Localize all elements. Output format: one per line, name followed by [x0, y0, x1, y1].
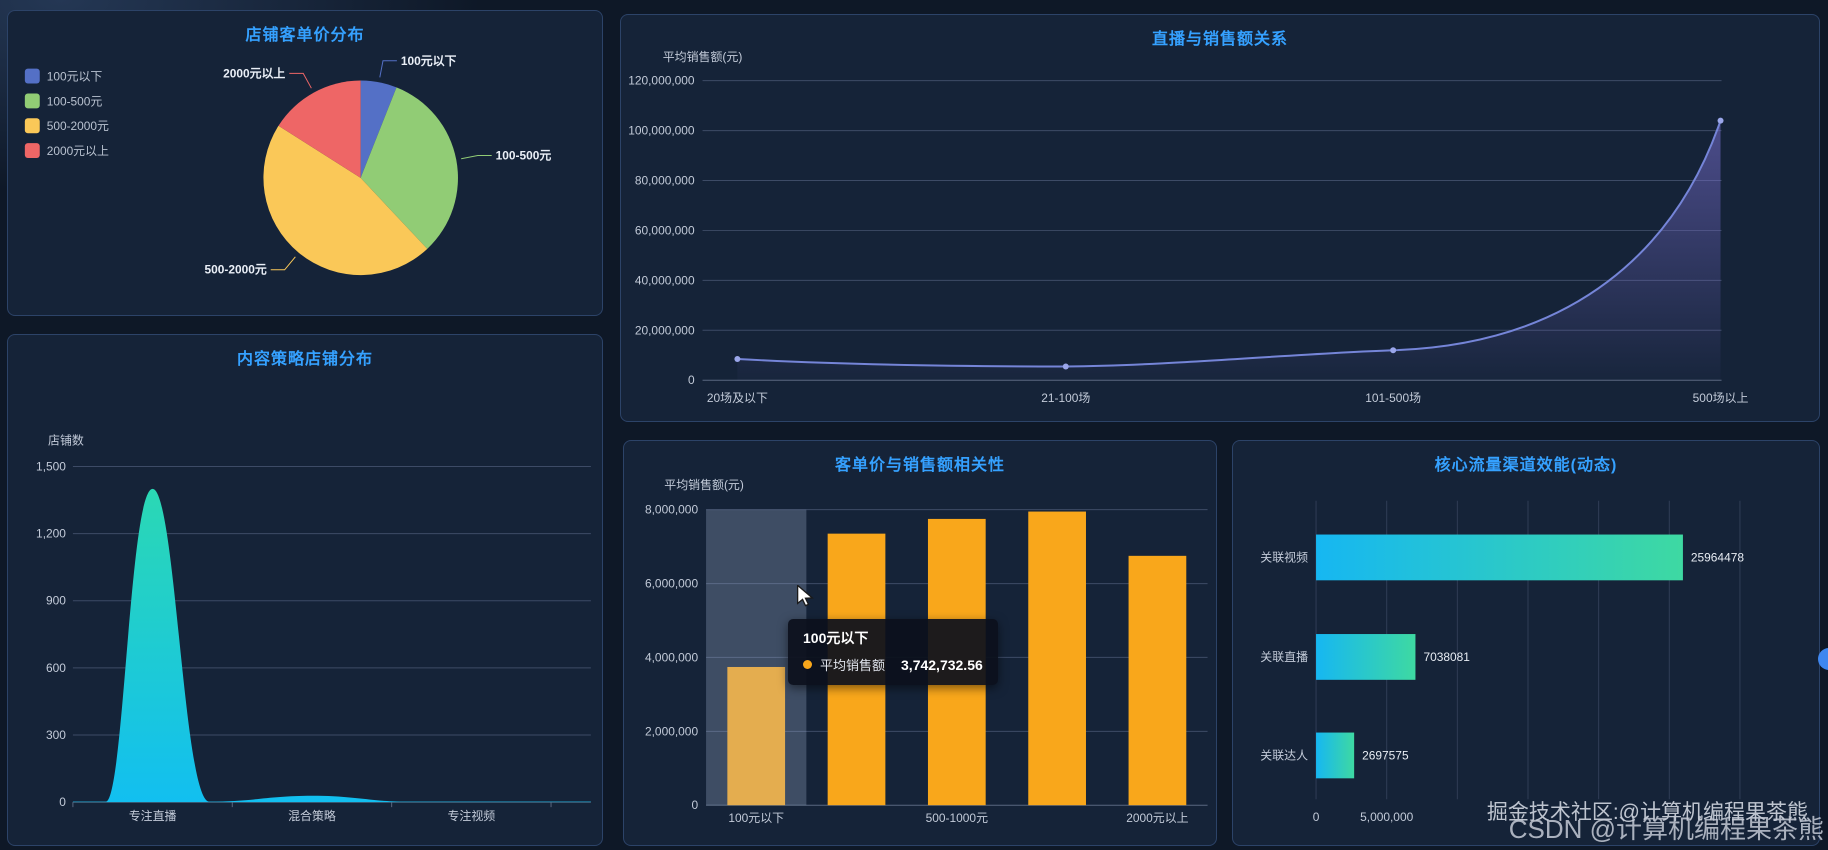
axis-label: 20,000,000: [635, 323, 695, 337]
hbar[interactable]: [1316, 534, 1683, 581]
axis-label: 2000元以上: [1126, 811, 1188, 825]
bar-value-label: 2697575: [1362, 748, 1409, 762]
edge-indicator-dot[interactable]: [1818, 648, 1828, 670]
legend-label[interactable]: 100元以下: [47, 70, 103, 84]
hbar-chart-area: 关联视频 25964478 关联直播 7038081 关联达人 2697575 0 5,000…: [1233, 441, 1819, 845]
panel-title-bar: 客单价与销售额相关性: [834, 457, 1005, 474]
category-label: 关联直播: [1260, 650, 1308, 664]
axis-label: 300: [46, 728, 66, 742]
mouse-cursor-icon: [796, 583, 815, 612]
pie-chart[interactable]: 100元以下 100-500元 500-2000元 2000元以上 100元以下 100-…: [8, 11, 602, 315]
panel-title-hbar: 核心流量渠道效能(动态): [1434, 457, 1618, 474]
axis-label: 0: [691, 798, 698, 812]
axis-label: 1,500: [36, 459, 66, 473]
panel-title-strategy: 内容策略店铺分布: [236, 351, 373, 368]
pie-slice[interactable]: [263, 125, 428, 276]
data-point[interactable]: [1062, 363, 1069, 370]
pie-label: 100元以下: [401, 54, 457, 68]
axis-label: 4,000,000: [645, 650, 698, 664]
line-series-path: [737, 120, 1722, 368]
pie-label-leader: [461, 155, 492, 160]
tooltip-title: 100元以下: [803, 630, 869, 646]
panel-title-pie: 店铺客单价分布: [245, 27, 365, 44]
axis-label: 专注直播: [129, 808, 177, 823]
strategy-chart-area: 店铺数 0 300 600 900 1,200 1,500 专注直播 混合策略 专注视频: [8, 335, 602, 845]
tooltip-series-name: 平均销售额: [820, 658, 886, 673]
panel-traffic-channels: 核心流量渠道效能(动态) 关联视频 25964478 关联直播 7038081 关联达人…: [1232, 440, 1820, 846]
axis-label: 101-500场: [1365, 391, 1421, 405]
axis-label: 混合策略: [288, 808, 336, 823]
panel-title-line: 直播与销售额关系: [1151, 31, 1288, 48]
legend-label[interactable]: 500-2000元: [47, 119, 109, 133]
hbar[interactable]: [1316, 634, 1416, 680]
legend-label[interactable]: 2000元以上: [47, 144, 109, 158]
category-label: 关联达人: [1260, 748, 1308, 762]
axis-label: 500-1000元: [926, 811, 988, 825]
bar[interactable]: [1128, 555, 1187, 806]
axis-label: 20场及以下: [707, 391, 768, 405]
line-chart-area: 平均销售额(元) 0 20,000,000 40,000,000 60,000,000 8…: [621, 15, 1819, 421]
y-axis-title: 店铺数: [48, 433, 84, 448]
axis-label: 5,000,000: [1360, 810, 1413, 824]
series-marker-dot: [803, 660, 812, 669]
bar-value-label: 7038081: [1423, 650, 1470, 664]
pie-slice[interactable]: [278, 80, 361, 178]
pie-label-leader: [289, 72, 312, 89]
pie-slice[interactable]: [360, 87, 458, 249]
legend-swatch[interactable]: [24, 93, 40, 109]
axis-label: 900: [46, 594, 66, 608]
bar[interactable]: [1028, 511, 1086, 806]
bar[interactable]: [727, 666, 786, 806]
hbar[interactable]: [1316, 732, 1355, 779]
area-spike-series[interactable]: [72, 488, 591, 803]
axis-label: 0: [1313, 810, 1320, 824]
data-point[interactable]: [1390, 347, 1397, 354]
pie-label: 2000元以上: [223, 66, 285, 80]
panel-price-distribution: 店铺客单价分布 100元以下 100-500元 500-2000元 2000元以上 10…: [7, 10, 603, 316]
data-point[interactable]: [1717, 117, 1724, 124]
axis-label: 6,000,000: [645, 577, 698, 591]
axis-label: 60,000,000: [635, 223, 695, 237]
axis-label: 40,000,000: [635, 273, 695, 287]
axis-label: 500场以上: [1693, 391, 1749, 405]
legend-label[interactable]: 100-500元: [47, 94, 103, 108]
pie-label: 100-500元: [496, 149, 552, 163]
axis-label: 8,000,000: [645, 503, 698, 517]
line-area-fill: [737, 120, 1721, 381]
pie-label-leader: [379, 60, 397, 78]
pie-label: 500-2000元: [205, 263, 267, 277]
category-label: 关联视频: [1260, 549, 1308, 564]
chart-tooltip: 100元以下 平均销售额 3,742,732.56: [788, 619, 998, 685]
pie-chart-area: 100元以下 100-500元 500-2000元 2000元以上 100元以下 100-…: [8, 11, 602, 315]
line-chart[interactable]: 平均销售额(元) 0 20,000,000 40,000,000 60,000,000 8…: [621, 15, 1819, 421]
axis-label: 600: [46, 661, 66, 675]
pie-slice[interactable]: [360, 80, 397, 178]
y-axis-title: 平均销售额(元): [664, 477, 744, 492]
axis-label: 0: [59, 795, 66, 809]
tooltip-value: 3,742,732.56: [901, 656, 983, 673]
axis-label: 2,000,000: [645, 724, 698, 738]
pie-label-leader: [270, 256, 296, 271]
panel-live-vs-sales: 直播与销售额关系 平均销售额(元) 0 20,000,000 40,000,000 60…: [620, 14, 1820, 422]
legend-swatch[interactable]: [24, 118, 40, 134]
axis-label: 120,000,000: [628, 74, 695, 88]
axis-label: 100元以下: [728, 811, 784, 825]
legend-swatch[interactable]: [24, 68, 40, 84]
strategy-chart[interactable]: 店铺数 0 300 600 900 1,200 1,500 专注直播 混合策略 专注视频: [8, 335, 602, 845]
y-axis-title: 平均销售额(元): [663, 49, 743, 64]
panel-price-sales-correlation: 客单价与销售额相关性 平均销售额(元) 0 2,000,000 4,000,000 6,…: [623, 440, 1217, 846]
panel-content-strategy: 内容策略店铺分布 店铺数 0 300 600 900 1,200 1,500 专注直播 混合策略…: [7, 334, 603, 846]
data-point[interactable]: [734, 356, 741, 362]
axis-label: 专注视频: [447, 808, 495, 823]
axis-label: 80,000,000: [635, 173, 695, 187]
axis-label: 1,200: [36, 527, 66, 541]
hbar-chart[interactable]: 关联视频 25964478 关联直播 7038081 关联达人 2697575 0 5,000…: [1233, 441, 1819, 845]
axis-label: 21-100场: [1041, 391, 1090, 405]
legend-swatch[interactable]: [24, 143, 40, 159]
axis-label: 0: [688, 373, 695, 387]
axis-label: 100,000,000: [628, 124, 695, 138]
bar-value-label: 25964478: [1691, 550, 1744, 564]
